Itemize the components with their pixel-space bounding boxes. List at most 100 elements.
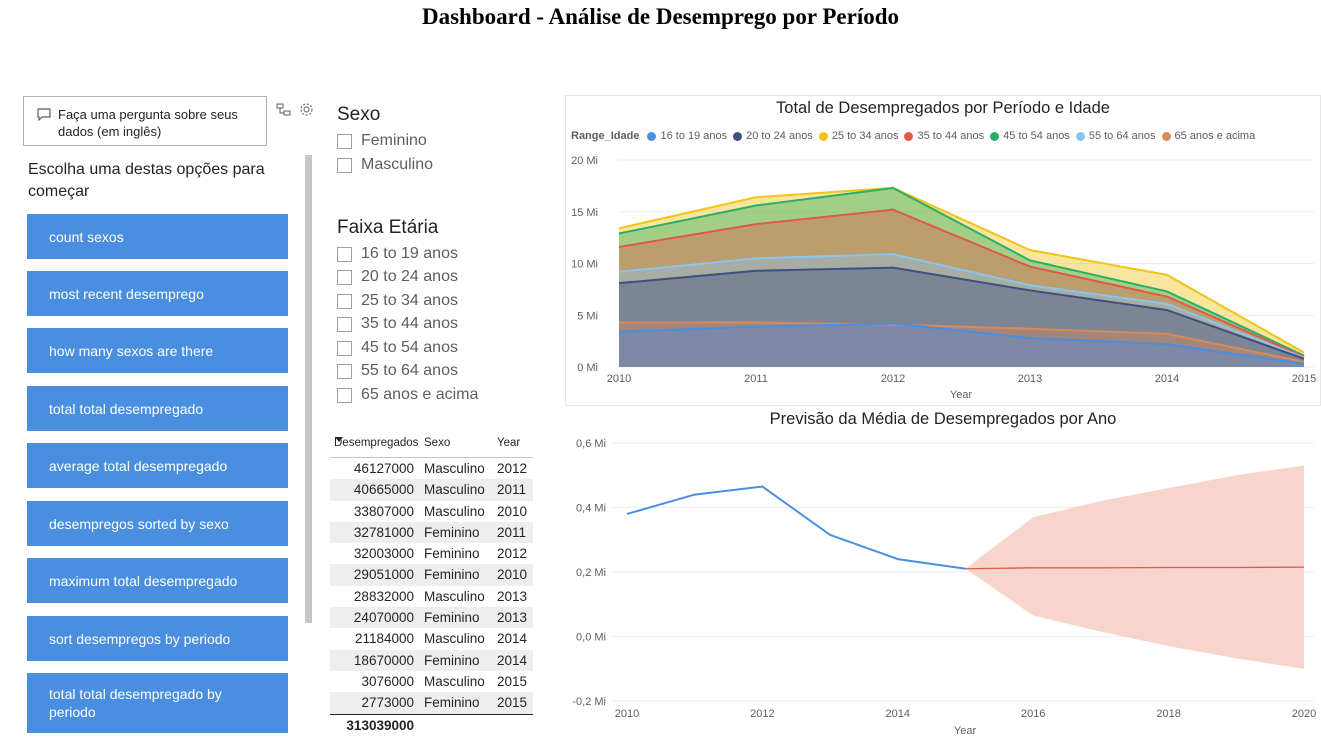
faixa-slicer-title: Faixa Etária xyxy=(337,217,439,238)
table-cell: Feminino xyxy=(424,610,480,626)
legend-item[interactable]: 55 to 64 anos xyxy=(1075,130,1156,142)
checkbox[interactable] xyxy=(337,316,352,332)
x-tick-label: 2018 xyxy=(1156,708,1180,720)
qa-suggestion-button[interactable]: total total desempregado xyxy=(27,386,288,431)
y-tick-label: 0,4 Mi xyxy=(576,503,606,515)
chat-icon xyxy=(37,108,51,124)
legend-swatch xyxy=(647,131,657,141)
table-cell: 24070000 xyxy=(353,610,414,626)
checkbox[interactable] xyxy=(337,340,352,356)
qa-toolbar xyxy=(276,102,318,122)
faixa-option[interactable]: 35 to 44 anos xyxy=(337,315,458,333)
legend-item[interactable]: 35 to 44 anos xyxy=(904,130,984,142)
table-row[interactable]: 24070000 Feminino 2013 xyxy=(330,607,533,629)
x-tick-label: 2014 xyxy=(886,708,910,720)
table-row[interactable]: 46127000 Masculino 2012 xyxy=(330,458,533,479)
forecast-line[interactable] xyxy=(965,566,1305,570)
col-year[interactable]: Year xyxy=(497,437,521,449)
legend-label: 16 to 19 anos xyxy=(660,130,728,142)
qa-question-input[interactable]: Faça uma pergunta sobre seus dados (em i… xyxy=(23,96,267,146)
table-cell: 2015 xyxy=(497,695,528,711)
faixa-option[interactable]: 25 to 34 anos xyxy=(337,292,458,310)
faixa-option[interactable]: 45 to 54 anos xyxy=(337,339,458,357)
faixa-option[interactable]: 16 to 19 anos xyxy=(337,245,458,263)
option-label: 16 to 19 anos xyxy=(361,245,458,262)
qa-suggestion-button[interactable]: average total desempregado xyxy=(27,443,288,488)
x-tick-label: 2016 xyxy=(1021,708,1045,720)
table-cell: 2011 xyxy=(497,482,527,498)
legend-label: 65 anos e acima xyxy=(1174,130,1256,142)
legend-item[interactable]: 16 to 19 anos xyxy=(647,130,727,142)
checkbox[interactable] xyxy=(337,363,352,379)
table-row[interactable]: 28832000 Masculino 2013 xyxy=(330,586,533,607)
table-row[interactable]: 2773000 Feminino 2015 xyxy=(330,692,533,714)
table-row[interactable]: 18670000 Feminino 2014 xyxy=(330,649,533,671)
forecast-confidence-band xyxy=(965,465,1304,669)
hierarchy-icon[interactable] xyxy=(276,103,295,121)
table-cell: 2010 xyxy=(497,503,528,519)
sexo-slicer-title: Sexo xyxy=(337,104,381,125)
faixa-option[interactable]: 20 to 24 anos xyxy=(337,268,458,286)
legend-swatch xyxy=(1161,131,1171,141)
checkbox[interactable] xyxy=(337,133,352,149)
table-row[interactable]: 21184000 Masculino 2014 xyxy=(330,628,533,649)
table-cell: Feminino xyxy=(424,652,480,668)
sexo-option[interactable]: Feminino xyxy=(337,132,427,150)
option-label: 25 to 34 anos xyxy=(361,292,458,309)
checkbox[interactable] xyxy=(337,387,352,403)
legend-swatch xyxy=(990,131,1000,141)
table-cell: 28832000 xyxy=(353,588,414,604)
legend-swatch xyxy=(733,131,743,141)
col-sexo[interactable]: Sexo xyxy=(424,437,451,449)
checkbox[interactable] xyxy=(337,293,352,309)
table-cell: 2012 xyxy=(497,546,528,562)
qa-suggestion-button[interactable]: desempregos sorted by sexo xyxy=(27,501,288,546)
qa-suggestion-button[interactable]: most recent desemprego xyxy=(27,271,288,316)
legend-swatch xyxy=(818,131,828,141)
qa-suggestion-button[interactable]: how many sexos are there xyxy=(27,328,288,373)
actual-line[interactable] xyxy=(626,485,966,570)
forecast-chart-title: Previsão da Média de Desempregados por A… xyxy=(769,410,1117,428)
option-label: 20 to 24 anos xyxy=(361,268,458,285)
qa-suggestion-button[interactable]: total total desempregado by periodo xyxy=(27,673,288,733)
table-cell: 18670000 xyxy=(353,652,414,668)
table-cell: 2010 xyxy=(497,567,528,583)
table-cell: 3076000 xyxy=(361,673,414,689)
legend-swatch xyxy=(1075,131,1085,141)
legend-item[interactable]: 20 to 24 anos xyxy=(733,130,813,142)
checkbox[interactable] xyxy=(337,269,352,285)
legend-item[interactable]: 25 to 34 anos xyxy=(818,130,898,142)
table-cell: 33807000 xyxy=(353,503,414,519)
table-total-value: 313039000 xyxy=(346,717,414,733)
qa-suggestion-button[interactable]: sort desempregos by periodo xyxy=(27,616,288,661)
table-cell: Feminino xyxy=(424,524,480,540)
table-row[interactable]: 32781000 Feminino 2011 xyxy=(330,521,533,544)
option-label: Masculino xyxy=(361,156,434,173)
sexo-option[interactable]: Masculino xyxy=(337,156,433,174)
legend-item[interactable]: 65 anos e acima xyxy=(1161,130,1256,142)
legend-item[interactable]: 45 to 54 anos xyxy=(990,130,1070,142)
table-cell: 2014 xyxy=(497,631,528,647)
table-cell: Masculino xyxy=(424,503,485,519)
table-row[interactable]: 32003000 Feminino 2012 xyxy=(330,543,533,564)
checkbox[interactable] xyxy=(337,157,352,173)
table-cell: 46127000 xyxy=(353,461,414,476)
table-cell: 32781000 xyxy=(353,524,414,540)
table-row[interactable]: 33807000 Masculino 2010 xyxy=(330,501,533,522)
gear-icon[interactable] xyxy=(299,103,318,121)
qa-scrollbar[interactable] xyxy=(305,155,312,623)
faixa-option[interactable]: 55 to 64 anos xyxy=(337,362,458,380)
faixa-option[interactable]: 65 anos e acima xyxy=(337,386,478,404)
table-row[interactable]: 29051000 Feminino 2010 xyxy=(330,564,533,586)
area-chart-legend: Range_Idade 16 to 19 anos 20 to 24 anos 25… xyxy=(571,130,1261,142)
table-row[interactable]: 40665000 Masculino 2011 xyxy=(330,479,533,501)
legend-label: 20 to 24 anos xyxy=(746,130,813,142)
checkbox[interactable] xyxy=(337,246,352,262)
col-desempregados[interactable]: Desempregados xyxy=(334,437,419,449)
option-label: 45 to 54 anos xyxy=(361,339,458,356)
table-cell: Masculino xyxy=(424,631,485,647)
qa-suggestion-button[interactable]: maximum total desempregado xyxy=(27,558,288,603)
table-row[interactable]: 3076000 Masculino 2015 xyxy=(330,671,533,692)
qa-suggestion-button[interactable]: count sexos xyxy=(27,214,288,259)
area-chart-title: Total de Desempregados por Período e Ida… xyxy=(776,99,1110,117)
